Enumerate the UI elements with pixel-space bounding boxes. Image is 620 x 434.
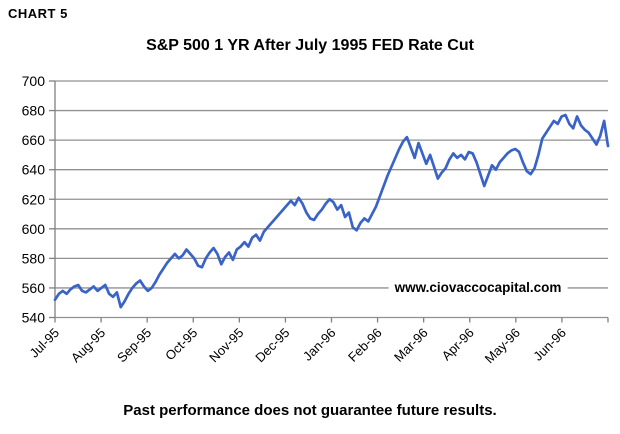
y-tick-label: 600 [22,221,46,237]
y-tick-label: 540 [22,310,46,326]
price-line [53,113,610,309]
y-tick-label: 560 [22,280,46,296]
x-tick-label: Jul-95 [26,325,62,361]
x-tick-label: Aug-95 [68,325,108,365]
y-tick-label: 620 [22,191,46,207]
y-tick-label: 680 [22,103,46,119]
x-tick-label: Jun-96 [530,325,569,364]
x-tick-label: Nov-95 [206,325,246,365]
chart-title: S&P 500 1 YR After July 1995 FED Rate Cu… [146,37,474,54]
y-tick-label: 700 [22,73,46,89]
chart-number-label: CHART 5 [8,6,68,21]
x-tick-label: Feb-96 [345,325,385,365]
x-tick-label: Mar-96 [391,325,431,365]
y-tick-label: 660 [22,132,46,148]
disclaimer-text: Past performance does not guarantee futu… [123,402,497,419]
x-tick-label: May-96 [482,325,523,366]
x-tick-label: Sep-95 [114,325,154,365]
x-tick-label: Dec-95 [252,325,292,365]
watermark-text: www.ciovaccocapital.com [388,280,568,295]
y-tick-label: 640 [22,162,46,178]
x-tick-label: Apr-96 [439,325,477,363]
x-tick-label: Oct-95 [162,325,200,363]
y-tick-label: 580 [22,250,46,266]
x-tick-label: Jan-96 [300,325,339,364]
